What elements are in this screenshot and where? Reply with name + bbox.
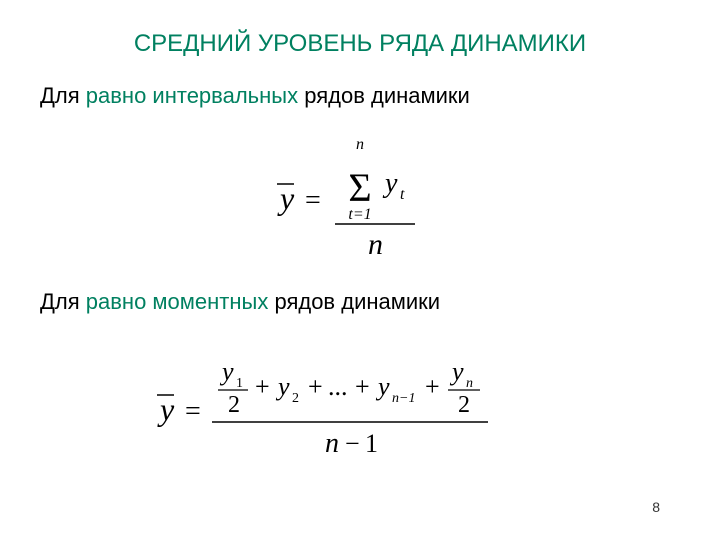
svg-text:2: 2 <box>228 392 240 418</box>
svg-text:...: ... <box>328 372 348 401</box>
svg-text:y: y <box>219 357 234 386</box>
title-text: СРЕДНИЙ УРОВЕНЬ РЯДА ДИНАМИКИ <box>134 30 586 57</box>
formula-1: y = Σ n t=1 y t n <box>260 129 460 259</box>
svg-text:y: y <box>382 168 398 199</box>
svg-text:+: + <box>355 372 370 401</box>
svg-text:=: = <box>185 396 201 427</box>
subtitle2-highlight: равно моментных <box>86 289 269 314</box>
svg-text:y: y <box>157 391 175 427</box>
svg-text:y: y <box>275 372 290 401</box>
svg-text:n: n <box>466 376 473 391</box>
formula-1-container: y = Σ n t=1 y t n <box>40 129 680 259</box>
svg-text:+: + <box>308 372 323 401</box>
svg-text:+: + <box>255 372 270 401</box>
svg-text:2: 2 <box>292 391 299 406</box>
subtitle1-prefix: Для <box>40 83 86 108</box>
svg-text:n: n <box>356 136 364 153</box>
svg-text:n: n <box>325 428 339 459</box>
svg-text:t: t <box>400 186 405 203</box>
subtitle2-prefix: Для <box>40 289 86 314</box>
page-title: СРЕДНИЙ УРОВЕНЬ РЯДА ДИНАМИКИ <box>40 30 680 58</box>
svg-text:y: y <box>375 372 390 401</box>
svg-text:y: y <box>449 357 464 386</box>
svg-text:y: y <box>277 180 295 216</box>
svg-text:=: = <box>305 185 321 216</box>
svg-text:2: 2 <box>458 392 470 418</box>
subtitle1-suffix: рядов динамики <box>298 83 470 108</box>
svg-text:−: − <box>345 429 360 458</box>
svg-text:1: 1 <box>236 376 243 391</box>
formula-2: y = y 1 2 + y 2 + ... + y n−1 + y n 2 <box>150 350 570 470</box>
svg-text:Σ: Σ <box>348 165 371 210</box>
formula-2-container: y = y 1 2 + y 2 + ... + y n−1 + y n 2 <box>40 350 680 470</box>
subtitle-1: Для равно интервальных рядов динамики <box>40 83 680 109</box>
svg-text:+: + <box>425 372 440 401</box>
page-number: 8 <box>652 499 660 515</box>
subtitle2-suffix: рядов динамики <box>268 289 440 314</box>
svg-text:n: n <box>368 228 383 259</box>
svg-text:1: 1 <box>365 429 378 458</box>
svg-text:t=1: t=1 <box>348 206 371 223</box>
svg-text:n−1: n−1 <box>392 391 415 406</box>
subtitle-2: Для равно моментных рядов динамики <box>40 289 680 315</box>
subtitle1-highlight: равно интервальных <box>86 83 298 108</box>
